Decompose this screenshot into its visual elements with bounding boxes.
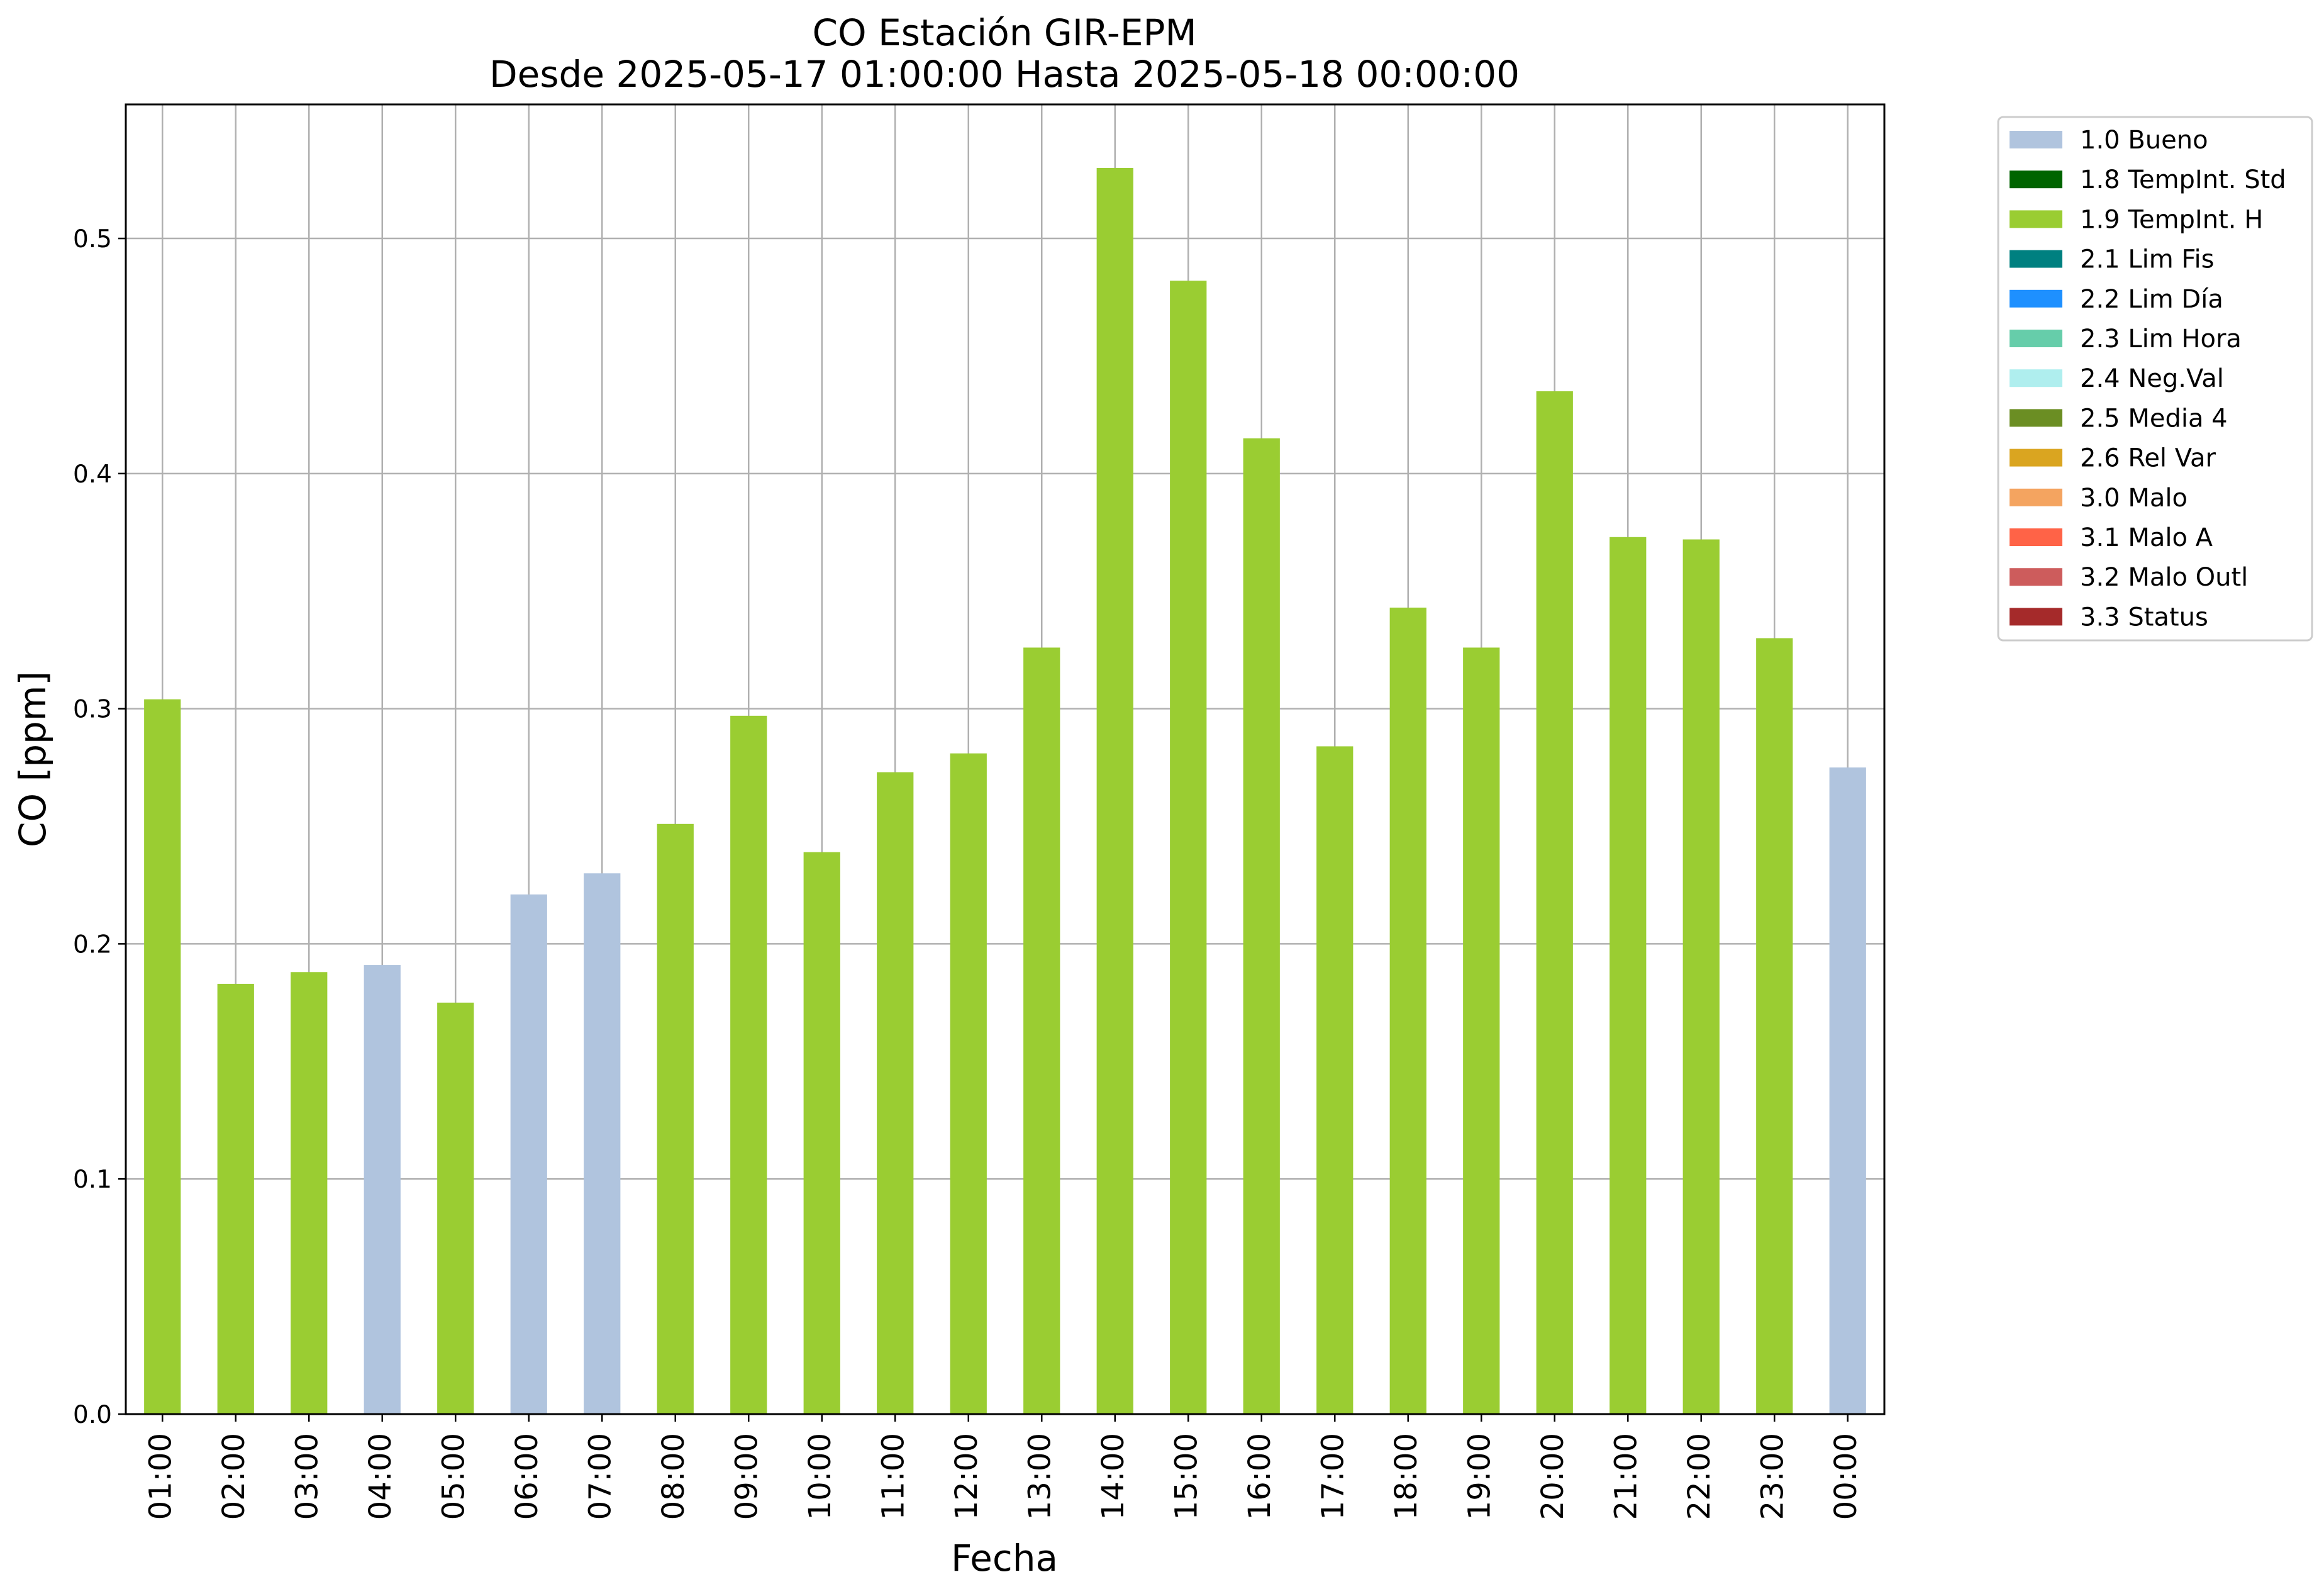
bars (144, 167, 1866, 1415)
x-tick-label: 13:00 (1022, 1433, 1057, 1520)
bar-1200 (950, 753, 987, 1414)
x-tick-label: 17:00 (1315, 1433, 1350, 1520)
legend-swatch (2010, 330, 2062, 347)
y-tick-label: 0.5 (73, 225, 112, 254)
legend-label: 2.3 Lim Hora (2080, 325, 2242, 354)
bar-2300 (1756, 638, 1793, 1415)
x-tick-label: 09:00 (729, 1433, 764, 1520)
plot-frame (125, 103, 1886, 1415)
x-tick-label: 20:00 (1535, 1433, 1571, 1520)
y-tick-label: 0.2 (73, 930, 112, 959)
x-tick-label: 02:00 (216, 1433, 252, 1520)
x-tick-label: 00:00 (1828, 1433, 1864, 1520)
legend-label: 1.9 TempInt. H (2080, 205, 2263, 234)
legend-swatch (2010, 409, 2062, 427)
y-tick-label: 0.4 (73, 460, 112, 489)
bar-1800 (1389, 607, 1426, 1414)
bar-2100 (1610, 537, 1647, 1414)
x-tick-label: 01:00 (143, 1433, 178, 1520)
legend-label: 2.6 Rel Var (2080, 444, 2216, 473)
legend-swatch (2010, 568, 2062, 586)
legend-swatch (2010, 210, 2062, 228)
legend-label: 1.0 Bueno (2080, 126, 2208, 155)
chart-title: CO Estación GIR-EPM (812, 11, 1196, 54)
legend-swatch (2010, 608, 2062, 626)
legend-frame (1997, 116, 2313, 642)
bar-0700 (584, 873, 621, 1414)
x-tick-label: 14:00 (1096, 1433, 1131, 1520)
x-tick-label: 16:00 (1242, 1433, 1277, 1520)
bar-1100 (877, 772, 914, 1414)
bar-1900 (1463, 647, 1500, 1414)
bar-2000 (1536, 391, 1573, 1415)
bar-1400 (1096, 167, 1133, 1414)
x-tick-label: 03:00 (289, 1433, 325, 1520)
legend-swatch (2010, 488, 2062, 506)
bar-0200 (217, 983, 254, 1414)
legend-label: 3.1 Malo A (2080, 523, 2213, 552)
bar-0000 (1829, 767, 1866, 1414)
x-tick-label: 04:00 (363, 1433, 398, 1520)
legend-swatch (2010, 131, 2062, 148)
bar-1600 (1243, 438, 1280, 1414)
legend-swatch (2010, 170, 2062, 189)
y-tick-label: 0.0 (73, 1401, 112, 1429)
x-tick-label: 12:00 (949, 1433, 984, 1520)
legend-label: 2.1 Lim Fis (2080, 245, 2214, 274)
x-tick-label: 21:00 (1608, 1433, 1643, 1520)
x-tick-label: 05:00 (436, 1433, 471, 1520)
legend-label: 2.4 Neg.Val (2080, 364, 2224, 393)
bar-0100 (144, 699, 181, 1414)
bar-1500 (1170, 281, 1207, 1415)
legend-swatch (2010, 369, 2062, 387)
y-tick-label: 0.3 (73, 696, 112, 724)
x-axis-ticks: 01:00 02:00 03:00 04:00 05:00 06:00 07:00 08:00… (143, 1414, 1864, 1520)
x-tick-label: 06:00 (509, 1433, 545, 1520)
x-tick-label: 19:00 (1462, 1433, 1497, 1520)
legend-swatch (2010, 528, 2062, 546)
legend-swatch (2010, 250, 2062, 268)
bar-1300 (1023, 647, 1060, 1414)
legend-label: 1.8 TempInt. Std (2080, 165, 2286, 194)
x-tick-label: 22:00 (1682, 1433, 1717, 1520)
bar-1000 (803, 852, 840, 1414)
x-axis-title: Fecha (951, 1537, 1058, 1580)
legend-swatch (2010, 289, 2062, 308)
y-tick-label: 0.1 (73, 1166, 112, 1194)
chart-subtitle: Desde 2025-05-17 01:00:00 Hasta 2025-05-… (489, 53, 1520, 96)
legend-label: 3.3 Status (2080, 603, 2208, 632)
legend-label: 2.2 Lim Día (2080, 285, 2223, 314)
legend-label: 3.2 Malo Outl (2080, 563, 2248, 592)
x-tick-label: 07:00 (582, 1433, 618, 1520)
bar-0800 (657, 823, 694, 1414)
bar-0500 (437, 1002, 474, 1414)
legend-label: 3.0 Malo (2080, 484, 2188, 513)
x-tick-label: 08:00 (656, 1433, 691, 1520)
legend-label: 2.5 Media 4 (2080, 404, 2228, 433)
x-tick-label: 15:00 (1169, 1433, 1204, 1520)
y-axis-title: CO [ppm] (11, 671, 54, 847)
bar-1700 (1316, 746, 1354, 1414)
bar-0300 (291, 972, 328, 1414)
bar-0900 (730, 715, 767, 1414)
x-tick-label: 10:00 (803, 1433, 838, 1520)
legend: 1.0 Bueno 1.8 TempInt. Std 1.9 TempInt. H 2… (1997, 116, 2313, 642)
bar-0600 (510, 894, 547, 1414)
bar-2200 (1682, 539, 1720, 1414)
x-tick-label: 11:00 (876, 1433, 911, 1520)
y-axis-ticks: 0.0 0.1 0.2 0.3 0.4 0.5 (73, 225, 126, 1429)
legend-swatch (2010, 449, 2062, 467)
x-tick-label: 23:00 (1755, 1433, 1790, 1520)
x-tick-label: 18:00 (1389, 1433, 1424, 1520)
bar-0400 (364, 965, 401, 1414)
